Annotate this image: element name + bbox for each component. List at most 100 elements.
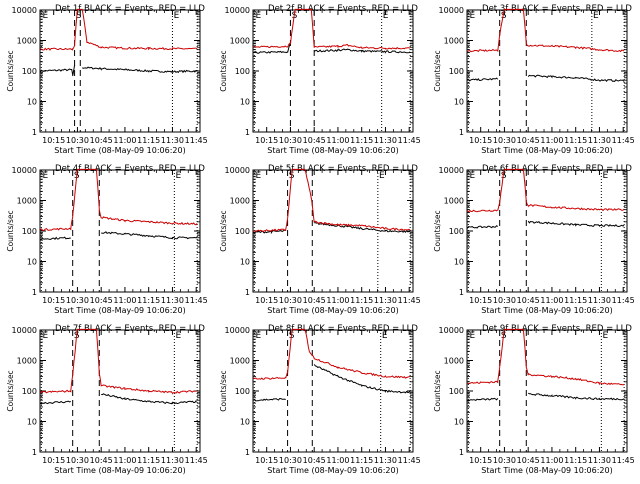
- chart-title: Det 5f BLACK = Events, RED = LLD: [268, 164, 418, 174]
- x-tick-label: 10:45: [517, 456, 540, 465]
- x-tick-label: 11:00: [326, 136, 349, 145]
- y-tick-label: 10000: [439, 326, 464, 335]
- y-tick-label: 1000: [17, 37, 37, 46]
- y-tick-label: 1: [245, 448, 250, 457]
- x-tick-label: 10:30: [66, 136, 89, 145]
- x-tick-label: 10:15: [469, 296, 492, 305]
- event-marker-label: E: [603, 331, 609, 341]
- plot-frame: [39, 329, 201, 453]
- event-marker-label: E: [255, 11, 261, 21]
- y-tick-label: 10000: [225, 6, 250, 15]
- y-tick-label: 1: [32, 128, 37, 137]
- x-tick-label: 10:45: [517, 296, 540, 305]
- panel-9: 1 10 100 1000 10000 10:15 10:30 10:45 11:00 11:15…: [433, 324, 635, 475]
- events-series-line: [40, 231, 198, 241]
- x-tick-label: 11:30: [374, 136, 397, 145]
- y-tick-label: 10000: [439, 166, 464, 175]
- y-tick-label: 1000: [230, 197, 250, 206]
- y-axis-label: Counts/sec: [219, 210, 228, 251]
- y-tick-label: 1: [459, 448, 464, 457]
- chart-title: Det 3f BLACK = Events, RED = LLD: [482, 4, 632, 14]
- x-tick-label: 11:15: [350, 136, 373, 145]
- event-marker-label: E: [174, 11, 180, 21]
- x-axis-label: Start Time (08-May-09 10:06:20): [54, 466, 185, 475]
- event-marker-label: E: [383, 11, 389, 21]
- x-tick-label: 11:30: [161, 456, 184, 465]
- event-marker-label: E: [255, 171, 261, 181]
- panel-6: 1 10 100 1000 10000 10:15 10:30 10:45 11:00 11:15…: [433, 164, 635, 315]
- y-tick-label: 1000: [444, 197, 464, 206]
- x-tick-label: 10:15: [255, 456, 278, 465]
- events-series-line: [467, 220, 625, 229]
- event-marker-label: E: [469, 171, 475, 181]
- x-tick-label: 10:30: [279, 296, 302, 305]
- panel-2: 1 10 100 1000 10000 10:15 10:30 10:45 11:00 11:15…: [219, 4, 421, 155]
- y-tick-label: 100: [22, 227, 37, 236]
- plot-frame: [466, 169, 628, 293]
- x-tick-label: 10:30: [66, 456, 89, 465]
- panel-8: 1 10 100 1000 10000 10:15 10:30 10:45 11:00 11:15…: [219, 324, 421, 475]
- x-tick-label: 10:15: [255, 296, 278, 305]
- x-tick-label: 10:15: [42, 136, 65, 145]
- x-tick-label: 11:15: [350, 456, 373, 465]
- y-tick-label: 1000: [444, 37, 464, 46]
- x-axis-label: Start Time (08-May-09 10:06:20): [54, 306, 185, 315]
- x-axis-label: Start Time (08-May-09 10:06:20): [267, 146, 398, 155]
- lld-series-line: [253, 8, 411, 50]
- x-tick-label: 11:30: [161, 136, 184, 145]
- x-tick-label: 11:30: [374, 296, 397, 305]
- y-tick-label: 100: [449, 227, 464, 236]
- y-tick-label: 1000: [17, 197, 37, 206]
- lld-series-line: [467, 328, 625, 386]
- plot-frame: [466, 329, 628, 453]
- x-tick-label: 10:30: [279, 136, 302, 145]
- x-tick-label: 10:15: [469, 136, 492, 145]
- y-tick-label: 10: [240, 258, 250, 267]
- x-tick-label: 11:30: [161, 296, 184, 305]
- y-tick-label: 100: [235, 227, 250, 236]
- y-tick-label: 10: [240, 98, 250, 107]
- y-axis-label: Counts/sec: [6, 50, 15, 91]
- plot-frame: [252, 9, 414, 133]
- events-series-line: [253, 364, 411, 402]
- x-tick-label: 10:30: [493, 296, 516, 305]
- event-marker-label: E: [42, 171, 48, 181]
- y-tick-label: 10: [240, 418, 250, 427]
- y-tick-label: 1: [32, 448, 37, 457]
- y-tick-label: 10000: [225, 166, 250, 175]
- y-tick-label: 10: [27, 98, 37, 107]
- y-axis-label: Counts/sec: [219, 50, 228, 91]
- events-series-line: [467, 74, 625, 82]
- lld-series-line: [253, 168, 411, 233]
- x-tick-label: 11:30: [588, 296, 611, 305]
- panel-3: 1 10 100 1000 10000 10:15 10:30 10:45 11:00 11:15…: [433, 4, 635, 155]
- plot-frame: [39, 9, 201, 133]
- lld-series-line: [40, 168, 198, 232]
- x-tick-label: 11:45: [398, 136, 421, 145]
- event-marker-label: S: [501, 11, 507, 21]
- y-tick-label: 10: [27, 418, 37, 427]
- y-tick-label: 100: [235, 387, 250, 396]
- panel-4: 1 10 100 1000 10000 10:15 10:30 10:45 11:00 11:15…: [6, 164, 208, 315]
- x-tick-label: 10:45: [90, 296, 113, 305]
- x-tick-label: 11:00: [326, 456, 349, 465]
- x-tick-label: 10:45: [90, 456, 113, 465]
- x-axis-label: Start Time (08-May-09 10:06:20): [267, 466, 398, 475]
- y-tick-label: 1: [245, 128, 250, 137]
- y-axis-label: Counts/sec: [433, 370, 442, 411]
- x-tick-label: 11:45: [185, 296, 208, 305]
- event-marker-label: E: [603, 171, 609, 181]
- x-tick-label: 11:00: [540, 296, 563, 305]
- chart-title: Det 9f BLACK = Events, RED = LLD: [482, 324, 632, 334]
- x-axis-label: Start Time (08-May-09 10:06:20): [267, 306, 398, 315]
- event-marker-label: E: [593, 11, 599, 21]
- y-tick-label: 1: [459, 128, 464, 137]
- y-axis-label: Counts/sec: [433, 210, 442, 251]
- x-axis-label: Start Time (08-May-09 10:06:20): [54, 146, 185, 155]
- y-tick-label: 1: [245, 288, 250, 297]
- y-tick-label: 10: [454, 98, 464, 107]
- event-marker-label: S: [76, 11, 82, 21]
- x-axis-label: Start Time (08-May-09 10:06:20): [481, 146, 612, 155]
- y-tick-label: 10000: [439, 6, 464, 15]
- chart-title: Det 8f BLACK = Events, RED = LLD: [268, 324, 418, 334]
